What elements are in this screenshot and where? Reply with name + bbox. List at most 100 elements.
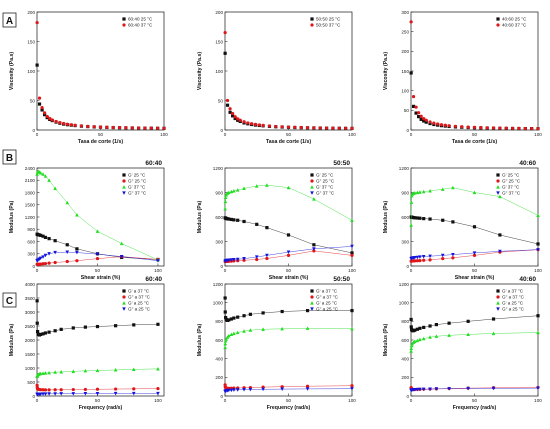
y-tick-label: 800 xyxy=(215,319,223,324)
legend-entry: G'' 37 °C xyxy=(128,191,147,196)
data-point xyxy=(261,123,265,127)
series-1 xyxy=(35,383,160,392)
y-tick-label: 0 xyxy=(220,128,223,133)
data-point xyxy=(280,387,284,391)
data-point xyxy=(472,225,477,229)
data-point xyxy=(227,388,231,393)
series-0 xyxy=(35,63,166,130)
data-point xyxy=(422,116,426,121)
data-point xyxy=(331,126,335,130)
y-tick-label: 1500 xyxy=(25,203,36,208)
data-point xyxy=(350,309,354,313)
data-point xyxy=(414,111,418,115)
data-point xyxy=(235,257,240,262)
data-point xyxy=(232,218,236,222)
y-tick-label: 300 xyxy=(401,10,409,15)
data-point xyxy=(422,119,426,123)
legend-entry: G'' a 25 °C xyxy=(128,307,151,312)
data-point xyxy=(312,197,316,201)
y-tick-label: 900 xyxy=(401,190,409,195)
data-point xyxy=(496,301,500,305)
data-point xyxy=(232,188,236,193)
data-point xyxy=(83,392,88,396)
y-tick-label: 200 xyxy=(27,10,35,15)
data-point xyxy=(156,259,160,263)
legend-entry: 50:50 37 °C xyxy=(316,23,341,28)
data-point xyxy=(491,317,496,321)
data-point xyxy=(350,244,354,249)
row-label-box xyxy=(2,12,17,28)
data-point xyxy=(238,118,242,122)
data-point xyxy=(53,370,57,374)
data-point xyxy=(305,384,310,388)
data-point xyxy=(496,185,500,189)
series-3 xyxy=(223,244,354,263)
data-point xyxy=(280,125,284,129)
data-point xyxy=(409,325,413,329)
data-point xyxy=(41,172,45,176)
data-point xyxy=(156,126,160,130)
data-point xyxy=(447,124,451,128)
data-point xyxy=(47,330,51,334)
data-point xyxy=(62,121,66,126)
data-point xyxy=(451,185,455,190)
data-point xyxy=(286,233,291,237)
data-point xyxy=(496,295,500,299)
data-point xyxy=(418,255,422,259)
data-point xyxy=(86,124,90,128)
data-point xyxy=(59,327,63,331)
series-0 xyxy=(223,296,354,322)
x-axis-label: Frequency (rad/s) xyxy=(267,405,311,411)
data-point xyxy=(39,262,43,266)
legend-entry: G'' a 37 °C xyxy=(128,295,151,300)
legend-entry: 50:50 25 °C xyxy=(316,17,341,22)
y-tick-label: 2400 xyxy=(25,166,36,171)
data-point xyxy=(53,260,57,265)
data-point xyxy=(536,330,540,335)
y-tick-label: 1800 xyxy=(25,190,36,195)
data-point xyxy=(232,388,236,392)
data-point xyxy=(421,387,426,392)
data-point xyxy=(242,257,246,261)
data-point xyxy=(65,243,69,247)
data-point xyxy=(43,174,48,178)
data-point xyxy=(83,368,88,373)
data-point xyxy=(415,387,420,392)
legend-entry: 60:40 37 °C xyxy=(128,23,153,28)
legend-entry: G' a 25 °C xyxy=(316,301,338,306)
data-point xyxy=(95,387,100,391)
data-point xyxy=(496,191,500,195)
y-tick-label: 1200 xyxy=(213,282,224,287)
data-point xyxy=(75,213,79,217)
data-point xyxy=(409,349,413,353)
x-tick-label: 50 xyxy=(472,268,478,273)
data-point xyxy=(43,388,48,392)
data-point xyxy=(428,387,432,391)
chart-panel-c1: 0 500 1000 1500 2000 2500 3000 3500 4000 0 50 100 Fr… xyxy=(9,276,165,411)
legend-entry: G'' 37 °C xyxy=(502,191,521,196)
row-label-b: B xyxy=(2,149,17,165)
data-point xyxy=(424,118,428,122)
x-tick-label: 100 xyxy=(534,398,542,403)
data-point xyxy=(510,126,515,130)
chart-panel-a2: 0 50 100 150 200 0 50 100 Tasa de corte (1/s) Vis… xyxy=(197,10,356,145)
data-point xyxy=(47,370,51,375)
chart-panel-c2: 0 200 400 600 800 1000 1200 0 50 100 Frequency (ra… xyxy=(197,276,356,411)
x-axis-label: Frequency (rad/s) xyxy=(79,405,123,411)
y-tick-label: 1000 xyxy=(25,366,36,371)
series-3 xyxy=(35,250,160,263)
data-point xyxy=(530,126,534,131)
data-point xyxy=(418,387,422,392)
data-point xyxy=(310,179,314,183)
y-axis-label: Modulus (Pa) xyxy=(197,323,203,356)
y-tick-label: 150 xyxy=(27,39,35,44)
data-point xyxy=(344,126,348,130)
y-tick-label: 0 xyxy=(220,394,223,399)
legend-entry: G' a 37 °C xyxy=(128,289,150,294)
data-point xyxy=(286,125,291,129)
data-point xyxy=(418,190,422,194)
data-point xyxy=(318,126,322,130)
data-point xyxy=(43,261,48,266)
data-point xyxy=(409,346,414,350)
data-point xyxy=(310,185,314,189)
